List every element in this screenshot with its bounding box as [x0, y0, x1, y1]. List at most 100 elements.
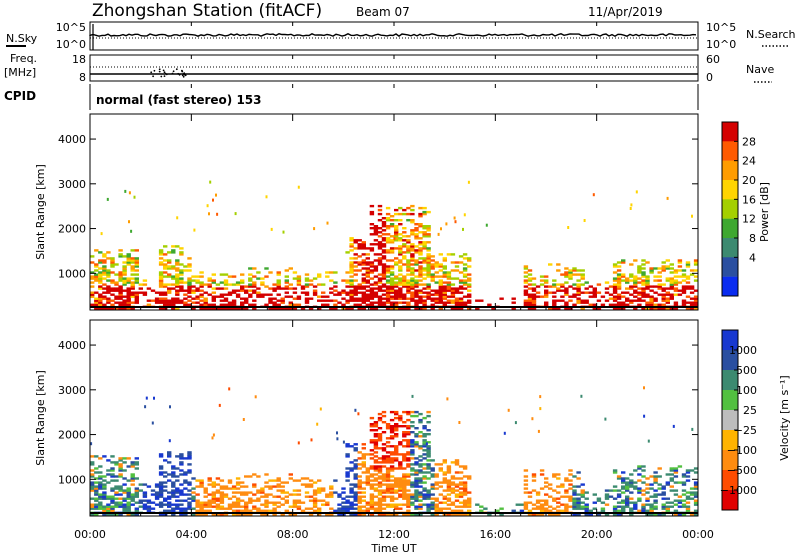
heatmap-cell [130, 301, 135, 304]
heatmap-cell [260, 281, 265, 284]
heatmap-cell [503, 431, 506, 435]
heatmap-cell [312, 509, 318, 512]
heatmap-cell [406, 239, 411, 242]
heatmap-cell [373, 265, 379, 268]
heatmap-cell [616, 293, 622, 296]
heatmap-cell [130, 499, 135, 502]
heatmap-cell [402, 433, 407, 436]
heatmap-cell [199, 513, 204, 516]
heatmap-cell [385, 227, 391, 230]
heatmap-cell [406, 285, 411, 288]
heatmap-cell [527, 299, 533, 302]
heatmap-cell [406, 513, 411, 516]
heatmap-cell [580, 307, 585, 310]
heatmap-cell [418, 445, 423, 448]
heatmap-cell [381, 443, 387, 446]
heatmap-cell [560, 299, 565, 302]
heatmap-cell [669, 295, 674, 298]
heatmap-cell [442, 489, 447, 492]
heatmap-cell [418, 261, 423, 264]
heatmap-cell [349, 293, 354, 296]
heatmap-cell [406, 303, 411, 306]
heatmap-cell [442, 259, 447, 262]
heatmap-cell [539, 469, 545, 472]
heatmap-cell [450, 261, 456, 264]
heatmap-cell [653, 285, 658, 288]
heatmap-cell [195, 493, 200, 496]
heatmap-cell [685, 277, 691, 280]
heatmap-cell [462, 301, 468, 304]
heatmap-cell [523, 293, 529, 296]
heatmap-cell [231, 501, 237, 504]
heatmap-cell [329, 487, 334, 490]
heatmap-cell [572, 273, 577, 276]
heatmap-cell [588, 291, 593, 294]
heatmap-cell [402, 301, 407, 304]
heatmap-cell [406, 273, 411, 276]
heatmap-cell [389, 457, 395, 460]
heatmap-cell [418, 247, 423, 250]
heatmap-cell [361, 505, 366, 508]
heatmap-cell [118, 285, 123, 288]
heatmap-cell [402, 239, 407, 242]
heatmap-cell [244, 297, 249, 300]
heatmap-cell [637, 291, 642, 294]
heatmap-cell [361, 513, 366, 516]
heatmap-cell [633, 307, 638, 310]
heatmap-cell [693, 307, 699, 310]
heatmap-cell [616, 513, 622, 516]
heatmap-cell [531, 417, 534, 421]
heatmap-cell [458, 491, 464, 494]
heatmap-cell [276, 283, 281, 286]
heatmap-cell [154, 301, 160, 304]
heatmap-cell [410, 247, 415, 250]
heatmap-cell [349, 263, 354, 266]
heatmap-cell [414, 483, 419, 486]
heatmap-cell [349, 467, 354, 470]
heatmap-cell [211, 297, 216, 300]
heatmap-cell [357, 463, 362, 466]
heatmap-cell [633, 295, 638, 298]
heatmap-cell [653, 499, 658, 502]
heatmap-cell [227, 497, 233, 500]
heatmap-cell [467, 475, 472, 478]
heatmap-cell [426, 471, 431, 474]
heatmap-cell [353, 241, 358, 244]
heatmap-cell [402, 431, 407, 434]
heatmap-cell [430, 483, 435, 486]
heatmap-cell [552, 513, 557, 516]
heatmap-cell [292, 297, 298, 300]
heatmap-cell [106, 275, 111, 278]
heatmap-cell [369, 223, 375, 226]
heatmap-cell [90, 481, 95, 484]
heatmap-cell [191, 491, 196, 494]
heatmap-cell [231, 283, 237, 286]
heatmap-cell [677, 465, 683, 468]
heatmap-cell [673, 499, 679, 502]
heatmap-cell [580, 493, 585, 496]
heatmap-cell [329, 491, 334, 494]
heatmap-cell [377, 447, 383, 450]
heatmap-cell [357, 501, 362, 504]
heatmap-cell [564, 303, 569, 306]
heatmap-cell [227, 481, 233, 484]
heatmap-cell [142, 493, 148, 496]
heatmap-cell [248, 273, 253, 276]
heatmap-cell [365, 477, 370, 480]
heatmap-cell [102, 307, 107, 310]
heatmap-cell [357, 483, 362, 486]
heatmap-cell [641, 263, 646, 266]
heatmap-cell [268, 479, 273, 482]
heatmap-cell [325, 271, 330, 274]
heatmap-cell [296, 479, 302, 482]
heatmap-cell [641, 505, 646, 508]
heatmap-cell [102, 509, 107, 512]
heatmap-cell [146, 507, 152, 510]
heatmap-cell [544, 477, 549, 480]
heatmap-cell [422, 245, 427, 248]
heatmap-cell [402, 495, 407, 498]
heatmap-cell [689, 513, 695, 516]
heatmap-cell [171, 299, 176, 302]
heatmap-cell [406, 495, 411, 498]
